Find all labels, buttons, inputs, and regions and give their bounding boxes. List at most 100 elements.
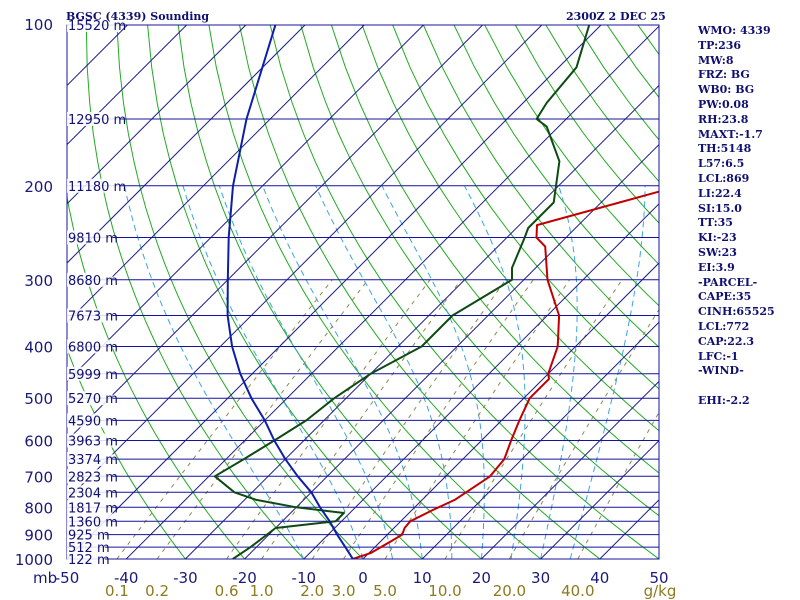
- isotherm: [185, 84, 659, 559]
- index-item: CINH:65525: [698, 305, 775, 319]
- mixing-ratio-label: 0.2: [145, 582, 169, 600]
- height-label: 2823 m: [67, 469, 118, 485]
- temperature-tick-label: -30: [173, 569, 198, 587]
- mixing-ratio-label: 40.0: [561, 582, 594, 600]
- pressure-tick-label: 100: [24, 16, 53, 34]
- svg-text:4590 m: 4590 m: [68, 414, 118, 429]
- dewpoint-profile: [213, 25, 591, 559]
- index-item: LCL:772: [698, 319, 750, 333]
- height-label: 7673 m: [67, 308, 118, 325]
- pressure-tick-label: 900: [24, 527, 53, 545]
- isotherm: [67, 25, 306, 264]
- pressure-tick-label: 700: [24, 468, 53, 486]
- mixing-ratio-label: 2.0: [300, 582, 324, 600]
- svg-text:3374 m: 3374 m: [68, 453, 118, 468]
- index-item: -PARCEL-: [698, 275, 758, 289]
- mixing-ratio-unit: g/kg: [644, 582, 677, 600]
- temperature-tick-label: 20: [472, 569, 491, 587]
- height-label: 9810 m: [67, 230, 118, 247]
- svg-text:1817 m: 1817 m: [68, 501, 118, 516]
- index-item: L57:6.5: [698, 157, 745, 171]
- mixing-ratio-label: 0.6: [215, 582, 239, 600]
- temperature-tick-label: -10: [292, 569, 317, 587]
- svg-text:12950 m: 12950 m: [68, 113, 126, 128]
- temperature-tick-label: -50: [55, 569, 80, 587]
- index-item: FRZ: BG: [698, 68, 750, 82]
- height-label: 122 m: [67, 552, 110, 568]
- height-label: 5999 m: [67, 366, 118, 383]
- temperature-tick-label: -20: [232, 569, 257, 587]
- station-title: BGSC (4339) Sounding: [66, 10, 209, 23]
- temperature-profile: [352, 190, 659, 559]
- temperature-tick-label: 30: [531, 569, 550, 587]
- isotherm: [481, 380, 659, 559]
- index-item: RH:23.8: [698, 112, 749, 126]
- pressure-tick-label: 800: [24, 499, 53, 517]
- svg-text:15520 m: 15520 m: [68, 19, 126, 34]
- isotherm: [67, 25, 424, 383]
- svg-text:8680 m: 8680 m: [68, 274, 118, 289]
- height-label: 1360 m: [67, 514, 118, 530]
- mixing-ratio-line: [116, 279, 333, 559]
- isotherm: [67, 25, 247, 205]
- svg-text:3963 m: 3963 m: [68, 435, 118, 450]
- svg-text:11180 m: 11180 m: [68, 180, 126, 195]
- mixing-ratio-line: [508, 308, 659, 559]
- isotherm: [67, 25, 365, 323]
- mixing-ratio-label: 20.0: [493, 582, 526, 600]
- index-item: TH:5148: [698, 142, 752, 156]
- isotherm: [540, 439, 659, 559]
- height-label: 3374 m: [67, 452, 118, 468]
- temperature-tick-label: -40: [114, 569, 139, 587]
- moist-adiabat: [315, 185, 453, 559]
- index-item: KI:-23: [698, 231, 737, 245]
- pressure-tick-label: 1000: [15, 551, 53, 569]
- isotherm: [67, 25, 602, 559]
- index-item: LI:22.4: [698, 186, 742, 200]
- plot-frame: [66, 24, 660, 560]
- index-item: EI:3.9: [698, 260, 735, 274]
- svg-text:5999 m: 5999 m: [68, 368, 118, 383]
- isotherm: [67, 25, 483, 442]
- pressure-tick-label: 600: [24, 433, 53, 451]
- moist-adiabat: [123, 185, 305, 559]
- mixing-ratio-label: 3.0: [332, 582, 356, 600]
- pressure-tick-label: 200: [24, 178, 53, 196]
- isotherm: [421, 321, 659, 559]
- height-label: 2304 m: [67, 485, 118, 501]
- index-item: [698, 379, 775, 394]
- height-label: 512 m: [67, 540, 110, 556]
- mixing-ratio-label: 0.1: [105, 582, 129, 600]
- temperature-tick-label: 40: [590, 569, 609, 587]
- parcel-profile: [226, 25, 354, 559]
- height-label: 5270 m: [67, 391, 118, 407]
- pressure-tick-label: 400: [24, 339, 53, 357]
- index-item: WMO: 4339: [698, 24, 771, 37]
- svg-text:5270 m: 5270 m: [68, 392, 118, 407]
- svg-text:6800 m: 6800 m: [68, 341, 118, 356]
- temperature-tick-label: 50: [649, 569, 668, 587]
- height-label: 6800 m: [67, 339, 118, 356]
- pressure-tick-label: 500: [24, 390, 53, 408]
- index-item: PW:0.08: [698, 97, 749, 111]
- index-item: SW:23: [698, 245, 737, 259]
- svg-text:9810 m: 9810 m: [68, 232, 118, 247]
- isotherm: [303, 203, 659, 559]
- index-item: TP:236: [698, 38, 742, 52]
- svg-text:7673 m: 7673 m: [68, 310, 118, 325]
- mixing-ratio-label: 1.0: [250, 582, 274, 600]
- index-item: EHI:-2.2: [698, 393, 750, 407]
- index-item: WB0: BG: [698, 83, 755, 97]
- height-label: 15520 m: [67, 18, 126, 34]
- isotherm: [125, 25, 659, 559]
- mixing-ratio-label: 10.0: [428, 582, 461, 600]
- index-item: -WIND-: [698, 364, 744, 378]
- height-label: 12950 m: [67, 112, 126, 128]
- height-label: 3963 m: [67, 433, 118, 450]
- svg-text:2823 m: 2823 m: [68, 470, 118, 485]
- moist-adiabat: [381, 185, 485, 559]
- index-item: CAP:22.3: [698, 334, 755, 348]
- isotherm: [244, 143, 659, 559]
- mixing-ratio-label: 5.0: [373, 582, 397, 600]
